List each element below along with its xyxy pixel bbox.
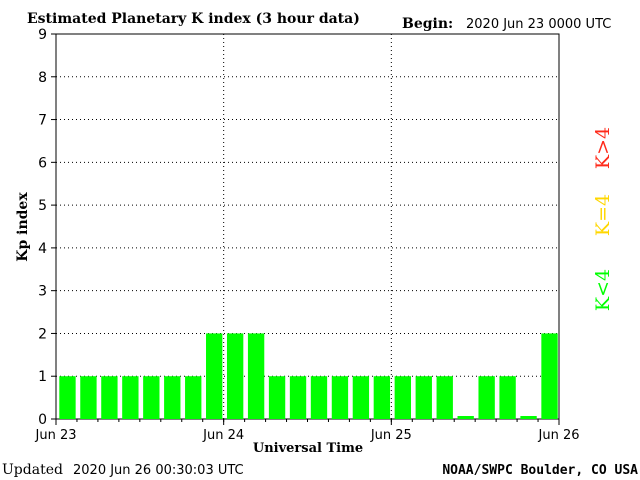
- kp-bar: [206, 333, 223, 419]
- kp-bar: [457, 416, 474, 419]
- y-tick-label: 2: [38, 326, 47, 342]
- kp-bar: [310, 376, 328, 419]
- updated-label: Updated: [2, 462, 63, 478]
- chart-title: Estimated Planetary K index (3 hour data…: [27, 11, 360, 27]
- kp-bar: [520, 416, 537, 419]
- y-tick-label: 0: [38, 412, 47, 428]
- kp-bar: [268, 376, 286, 419]
- y-tick-label: 6: [38, 155, 47, 171]
- kp-bar: [541, 333, 558, 419]
- kp-bar: [331, 376, 349, 419]
- credit-text: NOAA/SWPC Boulder, CO USA: [442, 463, 638, 478]
- x-tick-label: Jun 24: [202, 428, 244, 443]
- kp-bar: [59, 376, 76, 419]
- x-tick-label: Jun 23: [35, 428, 77, 443]
- kp-bar: [247, 333, 265, 419]
- updated-value: 2020 Jun 26 00:30:03 UTC: [73, 463, 244, 478]
- kp-bar: [289, 376, 307, 419]
- x-tick-label: Jun 25: [370, 428, 412, 443]
- kp-bar: [415, 376, 432, 419]
- kp-bar: [499, 376, 516, 419]
- kp-bar: [143, 376, 160, 419]
- y-tick-label: 8: [38, 70, 47, 86]
- begin-label: Begin:: [402, 16, 453, 32]
- kp-bar: [226, 333, 244, 419]
- kp-bar: [164, 376, 181, 419]
- begin-value: 2020 Jun 23 0000 UTC: [466, 17, 611, 32]
- legend-mid: K=4: [592, 194, 614, 236]
- kp-bar: [352, 376, 370, 419]
- kp-bar: [122, 376, 139, 419]
- y-tick-label: 5: [38, 198, 47, 214]
- x-axis-label: Universal Time: [253, 441, 363, 456]
- kp-bar: [80, 376, 97, 419]
- grid-lines: [56, 34, 559, 419]
- kp-bar: [436, 376, 453, 419]
- y-tick-label: 4: [38, 241, 47, 257]
- legend-low: K<4: [592, 269, 614, 311]
- kp-bar: [478, 376, 495, 419]
- kp-bar: [185, 376, 202, 419]
- y-tick-label: 3: [38, 284, 47, 300]
- legend-high: K>4: [592, 127, 614, 169]
- x-tick-label: Jun 26: [538, 428, 580, 443]
- y-axis-ticks: 0 1 2 3 4 5 6 7 8 9: [38, 27, 56, 428]
- kp-bar: [373, 376, 391, 419]
- y-axis-label: Kp index: [15, 192, 31, 262]
- kp-bar: [101, 376, 118, 419]
- y-tick-label: 9: [38, 27, 47, 43]
- plot-area: [55, 33, 560, 420]
- kp-bar: [394, 376, 411, 419]
- bar-series: [59, 333, 558, 419]
- y-tick-label: 7: [38, 113, 47, 129]
- y-tick-label: 1: [38, 369, 47, 385]
- x-axis-ticks: Jun 23 Jun 24 Jun 25 Jun 26: [35, 419, 580, 443]
